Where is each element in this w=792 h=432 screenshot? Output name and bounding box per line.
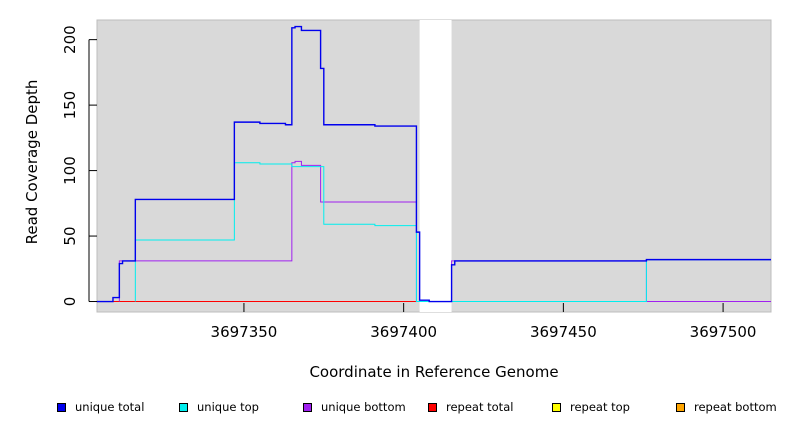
y-tick-label: 100 [61, 156, 79, 185]
legend-swatch-repeat-top [552, 402, 561, 412]
y-tick-label: 200 [61, 25, 79, 54]
legend: unique total unique top unique bottom re… [0, 400, 792, 418]
y-axis-title: Read Coverage Depth [23, 80, 41, 245]
legend-label: repeat top [570, 400, 630, 414]
legend-swatch-unique-total [57, 402, 66, 412]
legend-item-unique-bottom: unique bottom [303, 400, 406, 414]
x-axis: 3697350 3697400 3697450 3697500 [211, 303, 757, 341]
x-tick-label: 3697350 [211, 323, 278, 341]
x-tick-label: 3697500 [690, 323, 757, 341]
legend-swatch-repeat-bottom [676, 402, 685, 412]
legend-label: unique bottom [321, 400, 406, 414]
legend-item-repeat-bottom: repeat bottom [676, 400, 777, 414]
series-line-unique-total [97, 25, 771, 303]
legend-swatch-unique-bottom [303, 402, 312, 412]
legend-item-repeat-total: repeat total [428, 400, 513, 414]
coverage-chart: 3697350 3697400 3697450 3697500 0 50 100 150 20… [23, 19, 772, 381]
legend-item-repeat-top: repeat top [552, 400, 630, 414]
legend-label: unique top [197, 400, 259, 414]
legend-label: unique total [75, 400, 145, 414]
y-tick-label: 150 [61, 91, 79, 120]
y-axis: 0 50 100 150 200 [61, 25, 97, 306]
legend-label: repeat total [446, 400, 514, 414]
legend-item-unique-top: unique top [179, 400, 259, 414]
legend-item-unique-total: unique total [57, 400, 144, 414]
legend-label: repeat bottom [694, 400, 777, 414]
x-tick-label: 3697450 [530, 323, 597, 341]
x-tick-label: 3697400 [370, 323, 437, 341]
legend-swatch-unique-top [179, 402, 188, 412]
series-layer [97, 25, 771, 303]
y-tick-label: 0 [61, 297, 79, 307]
legend-swatch-repeat-total [428, 402, 437, 412]
y-tick-label: 50 [61, 227, 79, 246]
x-axis-title: Coordinate in Reference Genome [309, 363, 558, 381]
coverage-gap-region [419, 20, 452, 312]
